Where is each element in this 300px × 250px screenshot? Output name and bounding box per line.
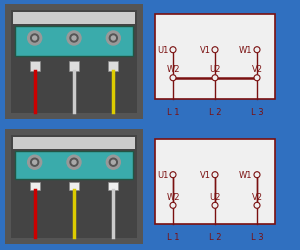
FancyBboxPatch shape xyxy=(15,27,133,57)
FancyBboxPatch shape xyxy=(155,140,275,224)
Circle shape xyxy=(111,37,115,41)
FancyBboxPatch shape xyxy=(155,15,275,100)
FancyBboxPatch shape xyxy=(13,138,135,149)
Circle shape xyxy=(72,160,76,164)
Text: U1: U1 xyxy=(157,170,169,179)
FancyBboxPatch shape xyxy=(30,62,40,72)
Circle shape xyxy=(170,172,176,178)
Circle shape xyxy=(70,35,78,43)
FancyBboxPatch shape xyxy=(108,62,118,72)
Circle shape xyxy=(28,156,42,170)
Circle shape xyxy=(212,202,218,208)
FancyBboxPatch shape xyxy=(108,182,118,190)
Circle shape xyxy=(106,32,120,46)
Circle shape xyxy=(72,37,76,41)
FancyBboxPatch shape xyxy=(30,182,40,190)
Text: L 3: L 3 xyxy=(251,232,263,241)
Circle shape xyxy=(70,158,78,166)
Circle shape xyxy=(31,35,39,43)
Text: L 2: L 2 xyxy=(209,232,221,241)
Circle shape xyxy=(67,156,81,170)
Text: W1: W1 xyxy=(239,170,253,179)
Text: L 2: L 2 xyxy=(209,108,221,116)
Circle shape xyxy=(254,172,260,178)
FancyBboxPatch shape xyxy=(69,182,79,190)
Text: L 3: L 3 xyxy=(251,108,263,116)
Circle shape xyxy=(111,160,115,164)
Circle shape xyxy=(31,158,39,166)
Text: L 1: L 1 xyxy=(167,108,179,116)
Text: W2: W2 xyxy=(166,65,180,74)
Circle shape xyxy=(170,76,176,82)
Circle shape xyxy=(212,48,218,54)
Circle shape xyxy=(33,37,37,41)
Text: U1: U1 xyxy=(157,46,169,55)
Text: U2: U2 xyxy=(209,192,221,201)
Text: V2: V2 xyxy=(251,192,262,201)
Circle shape xyxy=(106,156,120,170)
Circle shape xyxy=(67,32,81,46)
Circle shape xyxy=(28,32,42,46)
Text: W2: W2 xyxy=(166,192,180,201)
FancyBboxPatch shape xyxy=(5,5,143,119)
Circle shape xyxy=(33,160,37,164)
Circle shape xyxy=(109,158,117,166)
Circle shape xyxy=(170,202,176,208)
FancyBboxPatch shape xyxy=(11,11,137,114)
Circle shape xyxy=(254,202,260,208)
Text: W1: W1 xyxy=(239,46,253,55)
Circle shape xyxy=(170,48,176,54)
Circle shape xyxy=(254,76,260,82)
Text: U2: U2 xyxy=(209,65,221,74)
Circle shape xyxy=(254,48,260,54)
Circle shape xyxy=(212,172,218,178)
FancyBboxPatch shape xyxy=(15,152,133,179)
Text: V1: V1 xyxy=(200,46,211,55)
FancyBboxPatch shape xyxy=(69,62,79,72)
Text: L 1: L 1 xyxy=(167,232,179,241)
Text: V1: V1 xyxy=(200,170,211,179)
Circle shape xyxy=(109,35,117,43)
FancyBboxPatch shape xyxy=(13,13,135,25)
Circle shape xyxy=(212,76,218,82)
Text: V2: V2 xyxy=(251,65,262,74)
FancyBboxPatch shape xyxy=(11,136,137,238)
FancyBboxPatch shape xyxy=(5,130,143,244)
